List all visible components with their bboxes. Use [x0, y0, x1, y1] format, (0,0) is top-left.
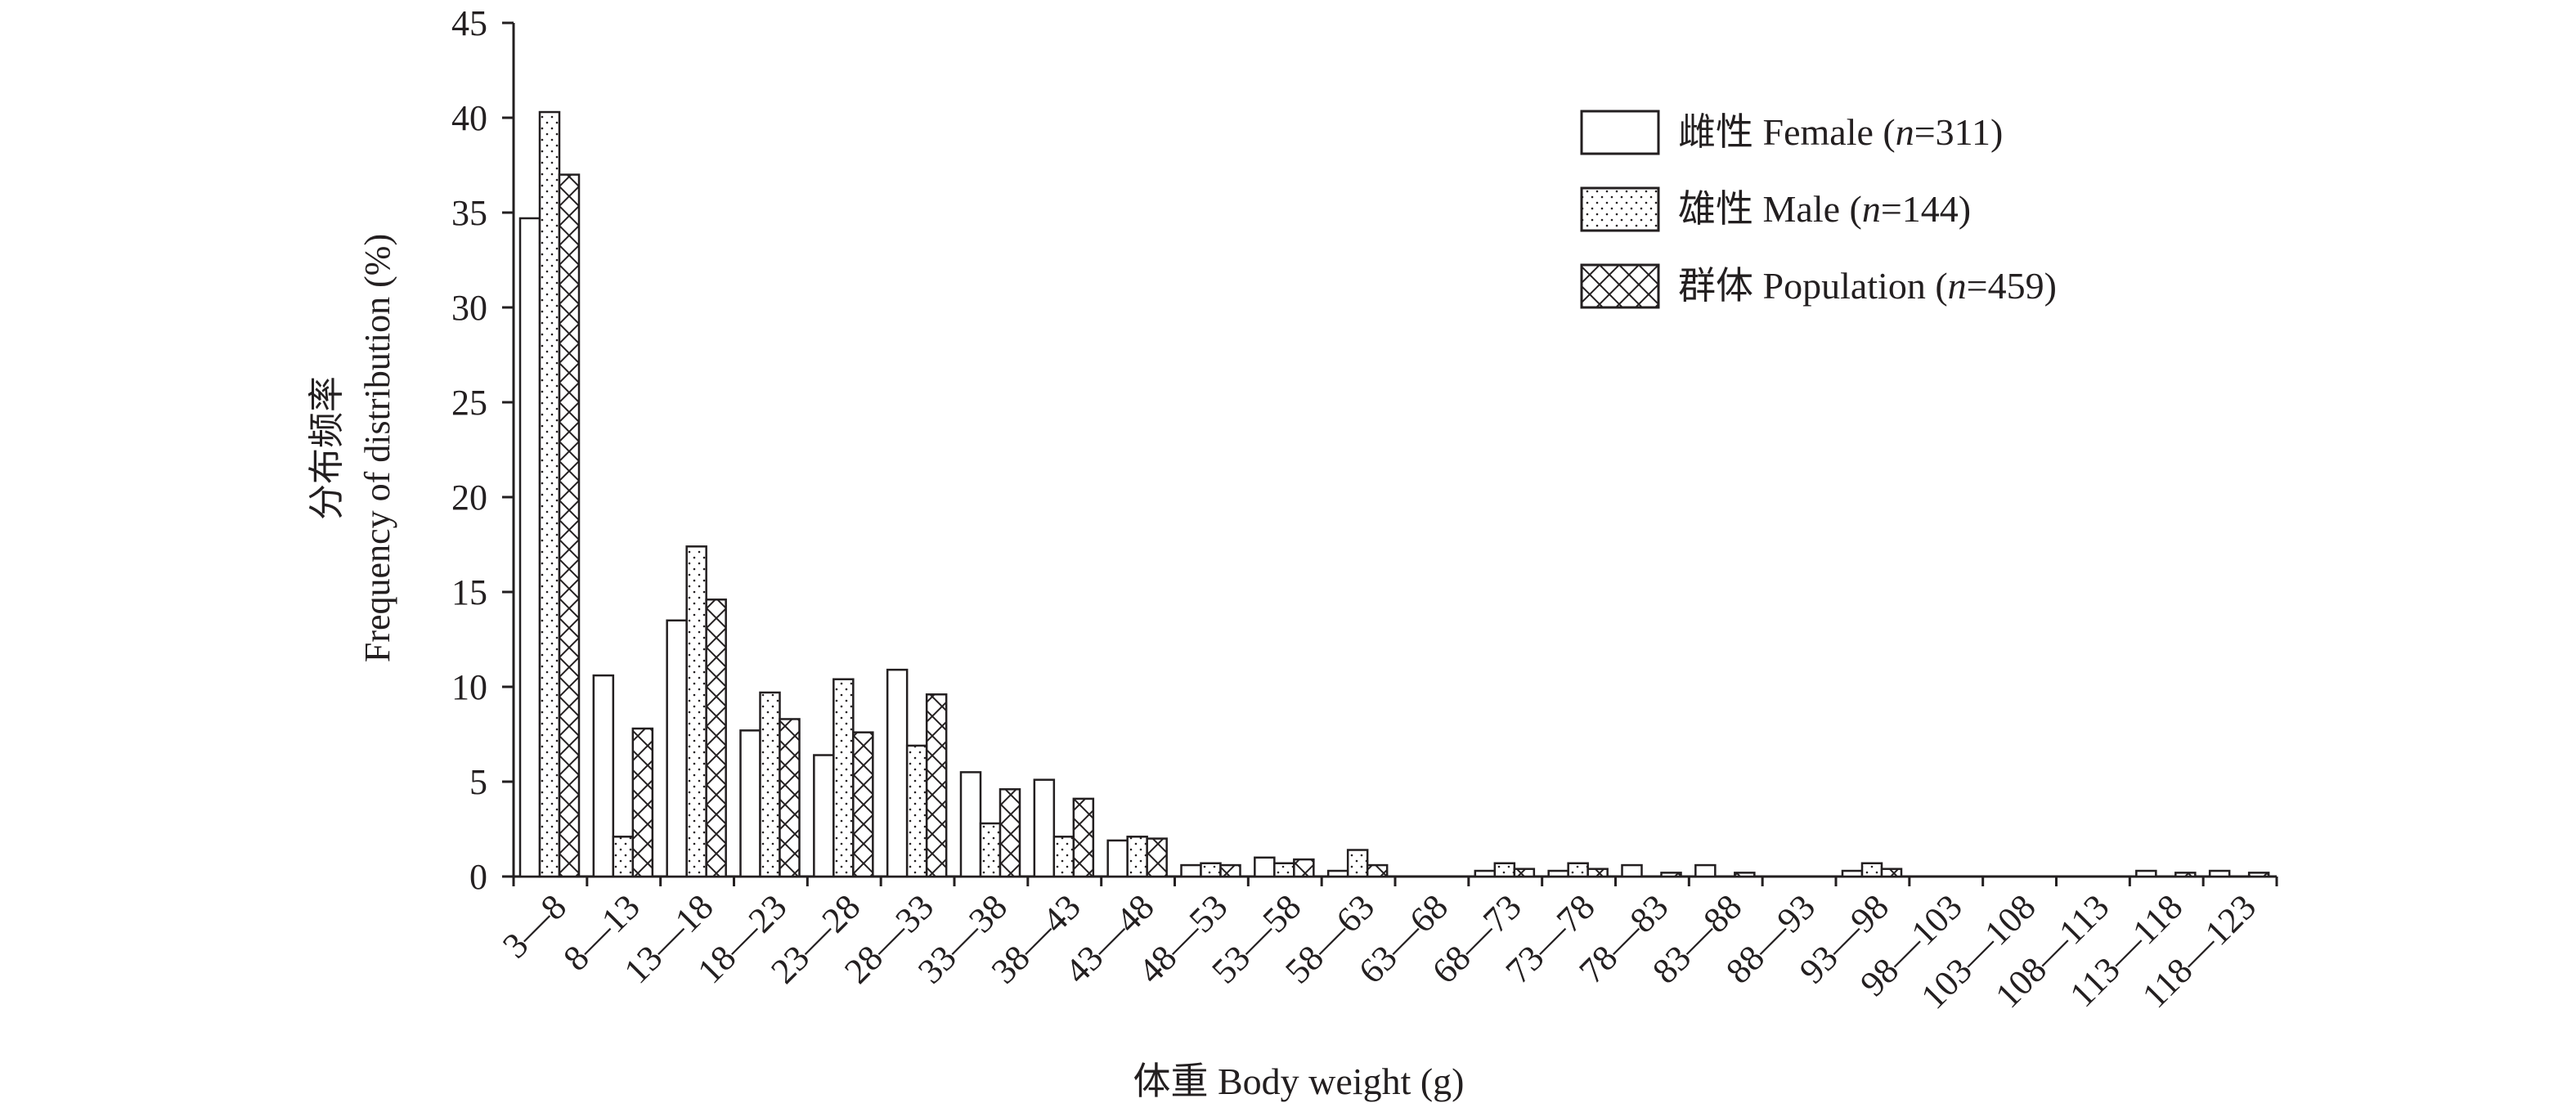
y-tick-label: 0	[469, 857, 487, 897]
bar-crosshatch	[558, 173, 581, 878]
bar-blank	[592, 674, 615, 878]
bar-blank	[1474, 869, 1497, 878]
legend: 雌性 Female (n=311)雄性 Male (n=144)群体 Popul…	[1580, 110, 2057, 309]
bar-crosshatch	[2247, 872, 2270, 878]
legend-label-prefix: 雄性 Male (	[1678, 188, 1862, 230]
bar-blank	[2208, 869, 2231, 878]
x-ticks: 3—88—1313—1818—2323—2828—3333—3838—4343—…	[495, 877, 2278, 1017]
legend-label-suffix: =459)	[1967, 265, 2057, 307]
bar-dots	[1346, 849, 1369, 878]
bar-dots	[612, 836, 635, 878]
bar-blank	[2135, 869, 2157, 878]
bar-blank	[1254, 856, 1276, 878]
legend-label-n: n	[1896, 111, 1914, 153]
legend-label-suffix: =144)	[1881, 188, 1971, 230]
bar-crosshatch	[2174, 872, 2197, 878]
y-tick-label: 20	[451, 478, 487, 518]
legend-swatch-blank	[1580, 110, 1660, 155]
y-tick-label: 10	[451, 667, 487, 707]
bar-blank	[1547, 869, 1569, 878]
bar-crosshatch	[1586, 868, 1609, 878]
y-tick-label: 30	[451, 288, 487, 328]
bar-crosshatch	[999, 788, 1021, 878]
legend-label-prefix: 群体 Population (	[1678, 265, 1948, 307]
bar-blank	[1694, 863, 1717, 878]
bar-crosshatch	[1293, 858, 1315, 878]
bar-dots	[979, 822, 1002, 878]
bar-crosshatch	[1072, 797, 1095, 878]
bar-blank	[1180, 863, 1202, 878]
bar-blank	[1033, 778, 1056, 878]
bar-crosshatch	[925, 693, 948, 878]
y-tick-label: 15	[451, 572, 487, 612]
bar-crosshatch	[1219, 863, 1241, 878]
bar-dots	[1200, 862, 1222, 878]
bar-dots	[538, 110, 561, 878]
legend-label: 雄性 Male (n=144)	[1678, 188, 1971, 230]
bar-crosshatch	[779, 718, 801, 878]
bar-crosshatch	[1513, 868, 1536, 878]
bar-blank	[518, 217, 541, 878]
y-tick-label: 5	[469, 762, 487, 802]
legend-label-suffix: =311)	[1914, 111, 2004, 153]
y-axis-label-chinese: 分布频率	[307, 376, 347, 520]
bar-blank	[1841, 869, 1864, 878]
bar-crosshatch	[1146, 837, 1168, 878]
bar-blank	[1106, 839, 1129, 878]
bar-blank	[813, 754, 835, 878]
y-tick-label: 25	[451, 383, 487, 423]
x-axis-label: 体重 Body weight (g)	[1133, 1060, 1464, 1102]
bar-crosshatch	[852, 731, 874, 878]
bar-blank	[959, 771, 982, 878]
legend-label: 雌性 Female (n=311)	[1678, 111, 2003, 153]
bar-blank	[1326, 869, 1349, 878]
bar-dots	[1126, 836, 1148, 878]
bar-blank	[739, 729, 761, 878]
bar-blank	[666, 619, 688, 878]
legend-swatch-dots	[1580, 186, 1660, 232]
bar-dots	[1052, 836, 1075, 878]
bar-crosshatch	[1734, 872, 1756, 878]
bar-crosshatch	[1660, 872, 1682, 878]
bars	[518, 110, 2270, 878]
bar-blank	[1621, 863, 1643, 878]
y-ticks: 0 5 10 15 20 25 30 35 40 45	[451, 3, 514, 897]
bar-crosshatch	[1880, 868, 1903, 878]
bar-dots	[905, 744, 928, 878]
legend-label-prefix: 雌性 Female (	[1678, 111, 1896, 153]
bar-dots	[1273, 862, 1295, 878]
bar-crosshatch	[631, 727, 654, 878]
legend-label: 群体 Population (n=459)	[1678, 265, 2057, 307]
bar-dots	[685, 545, 707, 878]
bar-dots	[1493, 862, 1516, 878]
bar-dots	[1567, 862, 1589, 878]
y-tick-label: 40	[451, 98, 487, 138]
bar-crosshatch	[1366, 863, 1389, 878]
bar-dots	[1860, 862, 1883, 878]
legend-label-n: n	[1862, 188, 1881, 230]
legend-label-n: n	[1948, 265, 1967, 307]
legend-swatch-crosshatch	[1580, 263, 1660, 309]
y-axis-label-english: Frequency of distribution (%)	[357, 234, 397, 662]
y-axis-title: 分布频率 Frequency of distribution (%)	[307, 234, 397, 662]
y-tick-label: 45	[451, 3, 487, 43]
y-tick-label: 35	[451, 193, 487, 233]
bar-dots	[759, 691, 781, 878]
bar-blank	[886, 668, 909, 878]
bar-dots	[832, 678, 855, 878]
bar-crosshatch	[705, 599, 727, 878]
